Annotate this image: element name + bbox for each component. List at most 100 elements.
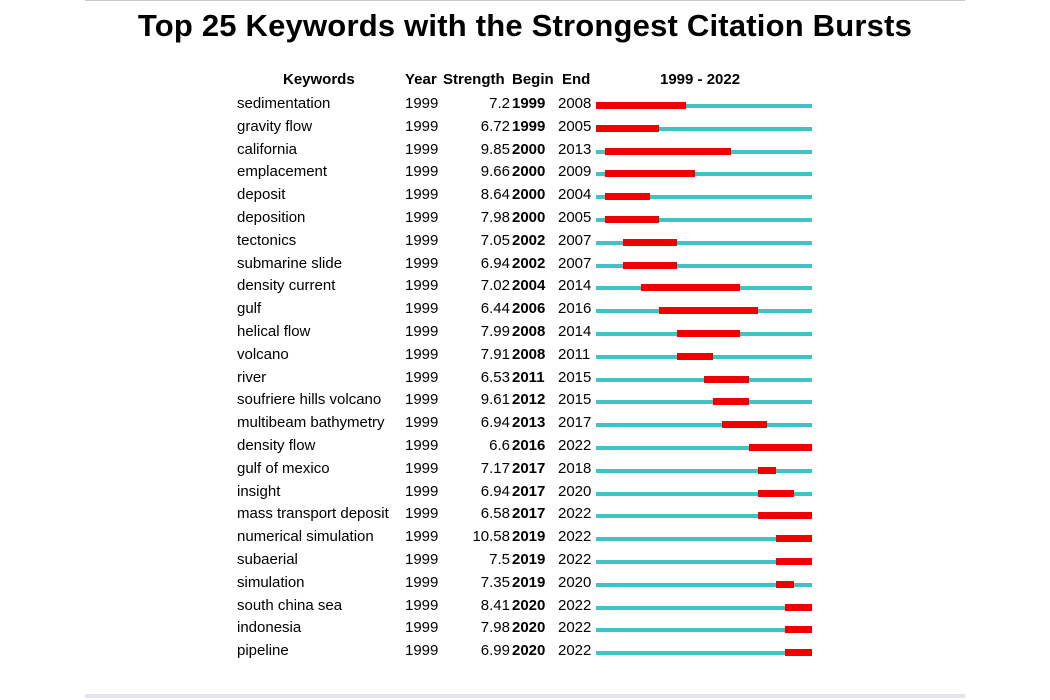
begin-value: 2002 [512,254,546,272]
year-value: 1999 [405,345,439,363]
table-row: gulf of mexico 1999 7.17 2017 2018 [0,460,1050,482]
end-value: 2017 [558,414,592,432]
end-value: 2022 [558,596,592,614]
table-row: soufriere hills volcano 1999 9.61 2012 2015 [0,391,1050,413]
strength-value: 7.02 [480,277,510,295]
end-value: 2013 [558,140,592,158]
keyword-label: insight [237,482,281,500]
keyword-label: gravity flow [237,117,313,135]
timeline-track [596,605,812,610]
year-value: 1999 [405,551,439,568]
strength-value: 7.2 [489,95,510,112]
strength-value: 6.53 [480,368,510,386]
table-row: simulation 1999 7.35 2019 2020 [0,574,1050,596]
table-row: pipeline 1999 6.99 2020 2022 [0,642,1050,664]
strength-value: 7.35 [480,573,510,591]
begin-value: 2017 [512,459,546,477]
begin-value: 2017 [512,482,546,500]
table-row: multibeam bathymetry 1999 6.94 2013 2017 [0,414,1050,436]
burst-bar [605,170,695,178]
begin-value: 2006 [512,300,546,318]
begin-value: 2016 [512,437,546,454]
strength-value: 6.58 [480,505,510,523]
timeline-track [596,172,812,177]
keyword-label: tectonics [237,231,297,249]
burst-bar [605,147,731,155]
strength-value: 8.64 [480,186,510,204]
year-value: 1999 [405,300,439,318]
burst-bar [758,512,812,520]
timeline-track [596,446,812,450]
burst-bar [605,193,650,201]
begin-value: 2020 [512,642,546,660]
bottom-border [85,694,965,698]
timeline-track [596,628,812,633]
keyword-label: subaerial [237,551,298,568]
keyword-label: sedimentation [237,95,331,112]
header-keywords: Keywords [283,71,355,88]
year-value: 1999 [405,619,439,637]
begin-value: 2002 [512,231,546,249]
begin-value: 2004 [512,277,546,295]
end-value: 2016 [558,300,592,318]
burst-bar [596,102,686,109]
burst-bar [749,444,812,451]
burst-bar [776,558,812,565]
strength-value: 7.05 [480,231,510,249]
end-value: 2022 [558,437,592,454]
keyword-label: deposit [237,186,286,204]
keyword-label: gulf [237,300,262,318]
table-row: california 1999 9.85 2000 2013 [0,141,1050,163]
strength-value: 7.17 [480,459,510,477]
strength-value: 7.99 [480,323,510,340]
year-value: 1999 [405,391,439,409]
table-row: emplacement 1999 9.66 2000 2009 [0,163,1050,185]
burst-bar [776,535,812,543]
begin-value: 2000 [512,163,546,181]
keyword-label: density current [237,277,336,295]
table-row: insight 1999 6.94 2017 2020 [0,483,1050,505]
begin-value: 2013 [512,414,546,432]
burst-bar [758,489,794,497]
end-value: 2004 [558,186,592,204]
end-value: 2005 [558,209,592,226]
keyword-label: multibeam bathymetry [237,414,385,432]
begin-value: 2008 [512,345,546,363]
timeline-track [596,195,812,200]
keyword-label: density flow [237,437,316,454]
year-value: 1999 [405,323,439,340]
burst-bar [605,216,659,223]
keyword-label: soufriere hills volcano [237,391,382,409]
strength-value: 7.5 [489,551,510,568]
header-year: Year [405,71,437,88]
end-value: 2015 [558,368,592,386]
keyword-label: simulation [237,573,305,591]
begin-value: 2000 [512,209,546,226]
table-row: deposit 1999 8.64 2000 2004 [0,186,1050,208]
burst-bar [659,307,758,315]
chart-title: Top 25 Keywords with the Strongest Citat… [137,8,913,43]
burst-bar [776,580,794,588]
end-value: 2022 [558,551,592,568]
table-row: density flow 1999 6.6 2016 2022 [0,437,1050,459]
table-row: sedimentation 1999 7.2 1999 2008 [0,95,1050,117]
end-value: 2015 [558,391,592,409]
year-value: 1999 [405,186,439,204]
year-value: 1999 [405,231,439,249]
timeline-track [596,491,812,496]
burst-bar [722,421,767,429]
burst-bar [596,124,659,132]
end-value: 2022 [558,528,592,546]
keyword-label: mass transport deposit [237,505,389,523]
burst-bar [623,238,677,246]
strength-value: 10.58 [472,528,510,546]
begin-value: 1999 [512,117,546,135]
year-value: 1999 [405,209,439,226]
burst-bar [704,375,749,383]
top-border [85,0,965,1]
strength-value: 6.6 [489,437,510,454]
year-value: 1999 [405,368,439,386]
year-value: 1999 [405,459,439,477]
table-row: gulf 1999 6.44 2006 2016 [0,300,1050,322]
timeline-track [596,263,812,268]
